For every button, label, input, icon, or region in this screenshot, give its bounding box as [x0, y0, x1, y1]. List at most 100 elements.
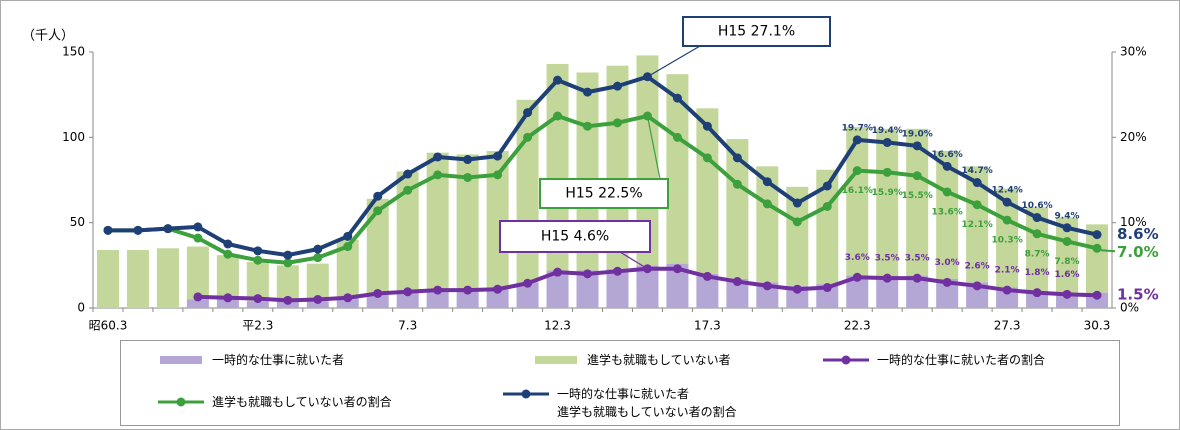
line-marker: [612, 81, 622, 91]
line-marker: [1002, 215, 1012, 225]
bar: [606, 268, 629, 308]
line-marker: [313, 253, 323, 263]
line-marker: [283, 250, 293, 260]
line-marker: [732, 277, 742, 287]
line-marker: [762, 281, 772, 291]
legend-label: 一時的な仕事に就いた者の割合: [877, 353, 1046, 367]
line-marker: [702, 271, 712, 281]
y2-tick-label: 20%: [1120, 130, 1147, 144]
line: [107, 74, 1098, 258]
line-marker: [882, 273, 892, 283]
value-label: 19.0%: [902, 129, 933, 139]
bar: [906, 275, 929, 308]
line-marker: [1032, 288, 1042, 298]
legend-marker: [535, 356, 577, 364]
bar: [516, 282, 539, 308]
bar: [696, 273, 719, 308]
line-marker: [1062, 236, 1072, 246]
bar: [666, 263, 689, 308]
line-marker: [133, 225, 143, 235]
bar: [186, 299, 209, 308]
bar: [966, 282, 989, 308]
value-label: 1.8%: [1025, 268, 1050, 278]
bar: [636, 55, 659, 266]
line-marker: [852, 135, 862, 145]
bar: [486, 289, 509, 308]
callout-box: [682, 16, 831, 47]
line-marker: [433, 285, 443, 295]
value-label: 16.6%: [932, 150, 963, 160]
value-label: 2.1%: [995, 266, 1020, 276]
bar: [576, 270, 599, 308]
callout-leader: [619, 251, 648, 270]
bar: [1026, 290, 1049, 308]
line-marker: [463, 172, 473, 182]
bar: [546, 270, 569, 308]
line-marker: [163, 224, 173, 234]
value-label: 8.6%: [1117, 225, 1159, 243]
line-marker: [463, 155, 473, 165]
bar: [96, 249, 119, 308]
value-label: 15.9%: [872, 188, 903, 198]
y-tick-label: 150: [62, 45, 85, 59]
line-marker: [702, 121, 712, 131]
line-marker: [433, 170, 443, 180]
bar: [786, 285, 809, 308]
line-marker: [672, 132, 682, 142]
bar: [696, 108, 719, 274]
callout-text: H15 27.1%: [718, 24, 795, 40]
legend-label: 進学も就職もしていない者: [587, 353, 731, 367]
x-tick-label: 22.3: [844, 319, 871, 333]
line-marker: [553, 267, 563, 277]
value-label: 15.5%: [902, 191, 933, 201]
bar: [366, 198, 389, 295]
callout-text: H15 22.5%: [565, 186, 642, 202]
line-marker: [253, 246, 263, 256]
line-marker: [822, 181, 832, 191]
line-marker: [373, 191, 383, 201]
value-label: 1.6%: [1055, 270, 1080, 280]
value-label: 19.7%: [842, 123, 873, 133]
bar: [846, 127, 869, 276]
legend-marker: [823, 355, 869, 365]
value-label: 12.1%: [962, 220, 993, 230]
x-tick-label: 30.3: [1084, 319, 1111, 333]
bar: [276, 265, 299, 302]
y-tick-label: 100: [62, 130, 85, 144]
legend-item: 進学も就職もしていない者の割合: [156, 393, 392, 411]
y-tick-label: 50: [70, 215, 85, 229]
value-label: 12.4%: [991, 186, 1022, 196]
line-marker: [403, 185, 413, 195]
callout-leader: [647, 45, 701, 78]
line-marker: [493, 170, 503, 180]
y2-tick-label: 10%: [1120, 215, 1147, 229]
bar: [996, 188, 1019, 288]
line-marker: [822, 283, 832, 293]
line-marker: [732, 179, 742, 189]
bar: [396, 171, 419, 291]
line-marker: [912, 273, 922, 283]
bar: [306, 263, 329, 302]
line-marker: [642, 264, 652, 274]
line-marker: [553, 75, 563, 85]
line-marker: [1062, 223, 1072, 233]
line-marker: [1032, 229, 1042, 239]
line-marker: [553, 111, 563, 121]
line-marker: [253, 255, 263, 265]
line-marker: [583, 269, 593, 279]
bar: [456, 154, 479, 290]
value-label: 3.0%: [935, 258, 960, 268]
line: [107, 114, 1098, 265]
legend-marker: [158, 397, 204, 407]
legend-dot: [521, 389, 531, 399]
y2-tick-label: 30%: [1120, 45, 1147, 59]
bar: [906, 128, 929, 276]
line-marker: [103, 225, 113, 235]
line-marker: [223, 239, 233, 249]
x-tick-label: 7.3: [398, 319, 417, 333]
line-marker: [792, 284, 802, 294]
line-marker: [523, 108, 533, 118]
bar: [636, 265, 659, 308]
line-marker: [523, 132, 533, 142]
